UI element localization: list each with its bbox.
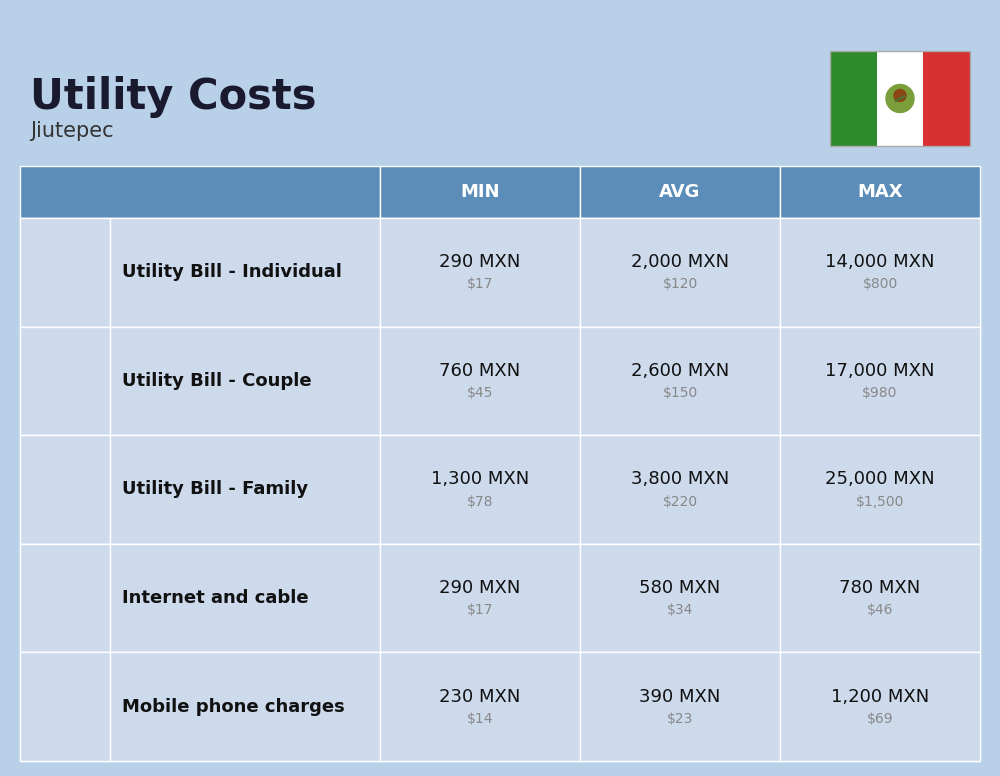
Text: 580 MXN: 580 MXN <box>639 579 721 597</box>
Text: 1,200 MXN: 1,200 MXN <box>831 688 929 705</box>
Text: 390 MXN: 390 MXN <box>639 688 721 705</box>
Bar <box>20 327 110 435</box>
Text: Mobile phone charges: Mobile phone charges <box>122 698 345 715</box>
Text: 25,000 MXN: 25,000 MXN <box>825 470 935 489</box>
Text: $150: $150 <box>662 386 698 400</box>
Text: 780 MXN: 780 MXN <box>839 579 921 597</box>
Text: 2,600 MXN: 2,600 MXN <box>631 362 729 380</box>
Text: $220: $220 <box>662 494 698 508</box>
Text: $69: $69 <box>867 712 893 726</box>
Text: AVG: AVG <box>659 183 701 201</box>
Bar <box>830 51 970 146</box>
Bar <box>380 435 580 544</box>
Text: $17: $17 <box>467 277 493 291</box>
Text: Internet and cable: Internet and cable <box>122 589 309 607</box>
Text: 1,300 MXN: 1,300 MXN <box>431 470 529 489</box>
Text: $14: $14 <box>467 712 493 726</box>
Bar <box>110 327 380 435</box>
Bar <box>580 435 780 544</box>
Bar <box>110 544 380 653</box>
Text: $17: $17 <box>467 603 493 617</box>
Bar <box>380 166 580 218</box>
Bar <box>780 435 980 544</box>
Text: 230 MXN: 230 MXN <box>439 688 521 705</box>
Bar <box>580 218 780 327</box>
Bar <box>580 544 780 653</box>
Bar <box>20 218 110 327</box>
Text: $78: $78 <box>467 494 493 508</box>
Bar <box>580 166 780 218</box>
Text: $34: $34 <box>667 603 693 617</box>
Text: MIN: MIN <box>460 183 500 201</box>
Text: MAX: MAX <box>857 183 903 201</box>
Text: Jiutepec: Jiutepec <box>30 121 114 141</box>
Bar <box>20 435 980 544</box>
Text: Utility Costs: Utility Costs <box>30 76 316 118</box>
Bar <box>580 327 780 435</box>
Text: 14,000 MXN: 14,000 MXN <box>825 253 935 272</box>
Bar <box>877 51 923 146</box>
Text: 3,800 MXN: 3,800 MXN <box>631 470 729 489</box>
Text: 760 MXN: 760 MXN <box>439 362 521 380</box>
Bar <box>110 653 380 761</box>
Bar <box>923 51 970 146</box>
Bar <box>780 218 980 327</box>
Bar <box>20 544 980 653</box>
Bar <box>830 51 877 146</box>
Text: 290 MXN: 290 MXN <box>439 253 521 272</box>
Text: Utility Bill - Individual: Utility Bill - Individual <box>122 263 342 282</box>
Bar <box>20 435 110 544</box>
Text: $120: $120 <box>662 277 698 291</box>
Bar <box>780 653 980 761</box>
Circle shape <box>886 85 914 113</box>
Bar <box>580 653 780 761</box>
Bar <box>20 166 380 218</box>
Text: 17,000 MXN: 17,000 MXN <box>825 362 935 380</box>
Text: Utility Bill - Couple: Utility Bill - Couple <box>122 372 312 390</box>
Bar <box>380 327 580 435</box>
Text: $980: $980 <box>862 386 898 400</box>
Bar <box>20 327 980 435</box>
Bar <box>380 544 580 653</box>
Text: $45: $45 <box>467 386 493 400</box>
Bar <box>380 653 580 761</box>
Bar <box>110 435 380 544</box>
Text: $23: $23 <box>667 712 693 726</box>
Bar <box>20 653 110 761</box>
Bar <box>380 218 580 327</box>
Bar <box>110 218 380 327</box>
Bar <box>20 218 980 327</box>
Circle shape <box>894 89 906 102</box>
Bar <box>20 653 980 761</box>
Text: 290 MXN: 290 MXN <box>439 579 521 597</box>
Text: $1,500: $1,500 <box>856 494 904 508</box>
Text: Utility Bill - Family: Utility Bill - Family <box>122 480 308 498</box>
Text: 2,000 MXN: 2,000 MXN <box>631 253 729 272</box>
Text: $800: $800 <box>862 277 898 291</box>
Bar <box>780 544 980 653</box>
Bar <box>780 327 980 435</box>
Bar <box>780 166 980 218</box>
Bar <box>20 544 110 653</box>
Text: $46: $46 <box>867 603 893 617</box>
